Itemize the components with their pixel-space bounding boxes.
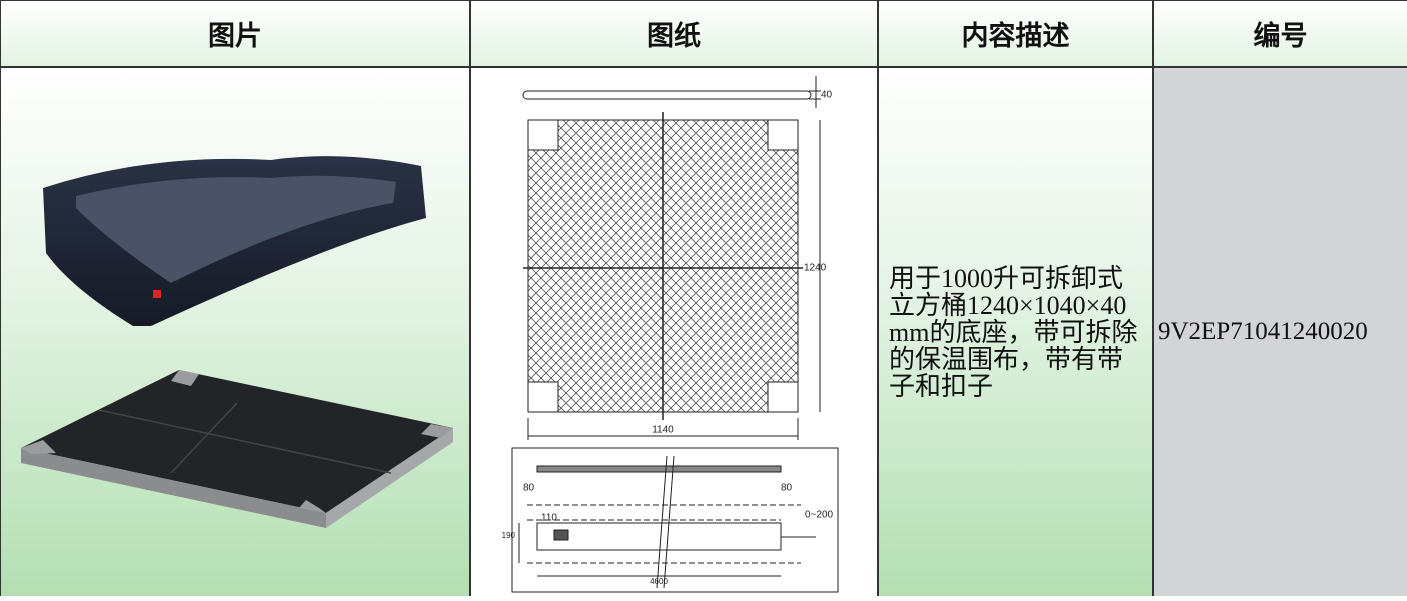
- description-cell: 用于1000升可拆卸式立方桶1240×1040×40mm的底座，带可拆除的保温围…: [879, 68, 1154, 596]
- corner: [527, 119, 559, 151]
- cover-inner: [76, 175, 396, 283]
- dimension-label: 1140: [652, 425, 674, 436]
- dimension-label: 1240: [804, 263, 827, 274]
- drawing-cell: 40 1240 1140 80 80 110 190 0~200 4600: [471, 68, 879, 596]
- strap-body: [536, 522, 782, 551]
- base-top: [21, 370, 453, 513]
- description: 用于1000升可拆卸式立方桶1240×1040×40mm的底座，带可拆除的保温围…: [889, 263, 1138, 401]
- technical-drawing: 40 1240 1140 80 80 110 190 0~200 4600: [502, 76, 839, 593]
- header-cell: 编号: [1154, 0, 1407, 68]
- dimension-label: 4600: [650, 577, 668, 586]
- dimension-label: 80: [523, 483, 535, 494]
- break-line: [656, 455, 816, 589]
- photo-cell: [0, 68, 471, 596]
- product-photo: [21, 156, 453, 528]
- corner: [527, 381, 559, 413]
- dimension-line: [518, 523, 781, 577]
- corner: [767, 381, 799, 413]
- dimension-label: 110: [541, 513, 557, 524]
- strap-line: [527, 504, 801, 564]
- dimension-label: 80: [781, 483, 793, 494]
- buckle: [553, 529, 569, 541]
- code-cell: 9V2EP71041240020: [1154, 68, 1407, 596]
- corner: [767, 119, 799, 151]
- header-cell: 图片: [0, 0, 471, 68]
- dimension-label: 190: [502, 531, 516, 540]
- dimension-line: [809, 76, 821, 108]
- dimension-label: 40: [821, 90, 833, 101]
- dimension-label: 0~200: [805, 510, 834, 521]
- dimension-line: [527, 120, 821, 440]
- item-code: 9V2EP71041240020: [1158, 318, 1368, 345]
- cover-label: [153, 290, 161, 298]
- strap: [536, 465, 782, 473]
- base-edge: [326, 428, 453, 528]
- strap-view-frame: [511, 447, 839, 593]
- base-seam: [98, 402, 392, 474]
- header-cell: 内容描述: [879, 0, 1154, 68]
- header-cell: 图纸: [471, 0, 879, 68]
- side-view: [522, 90, 812, 100]
- center-line: [523, 112, 803, 420]
- base-edge: [21, 448, 326, 528]
